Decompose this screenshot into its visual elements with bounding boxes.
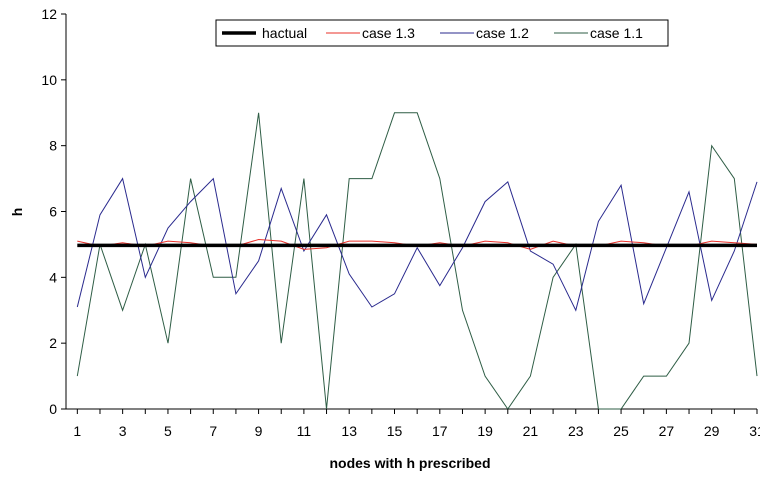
x-tick-label: 5 (164, 423, 172, 439)
x-tick-label: 1 (73, 423, 81, 439)
x-tick-label: 31 (749, 423, 760, 439)
y-tick-label: 8 (49, 138, 57, 154)
x-tick-label: 7 (209, 423, 217, 439)
y-tick-label: 2 (49, 335, 57, 351)
x-tick-label: 23 (568, 423, 584, 439)
y-tick-label: 12 (41, 6, 57, 22)
x-tick-label: 27 (659, 423, 675, 439)
x-tick-label: 19 (477, 423, 493, 439)
x-tick-label: 13 (341, 423, 357, 439)
x-tick-label: 17 (432, 423, 448, 439)
legend: hactual case 1.3 case 1.2 case 1.1 (215, 19, 669, 47)
x-tick-label: 29 (704, 423, 720, 439)
legend-label-case-1-1: case 1.1 (590, 25, 643, 41)
x-tick-label: 11 (297, 423, 312, 439)
legend-label-hactual: hactual (262, 25, 307, 41)
x-tick-label: 21 (523, 423, 539, 439)
y-tick-label: 4 (49, 269, 57, 285)
series-line-case-1-1 (76, 112, 758, 410)
y-tick-label: 0 (49, 401, 57, 417)
series-line-case-1-2 (76, 177, 758, 312)
x-tick-label: 25 (613, 423, 629, 439)
y-axis-ticks: 0 2 4 6 8 10 12 (41, 6, 66, 417)
legend-label-case-1-3: case 1.3 (362, 25, 415, 41)
plot-frame (65, 14, 757, 410)
y-tick-label: 6 (49, 204, 57, 220)
x-axis-ticks: 135791113151719212325272931 (73, 409, 760, 439)
x-axis-title: nodes with h prescribed (329, 455, 490, 471)
x-tick-label: 9 (255, 423, 263, 439)
y-tick-label: 10 (41, 72, 57, 88)
y-axis-title: h (9, 208, 25, 217)
series-layer (76, 112, 758, 410)
x-tick-label: 15 (387, 423, 403, 439)
x-tick-label: 3 (119, 423, 127, 439)
legend-label-case-1-2: case 1.2 (476, 25, 529, 41)
